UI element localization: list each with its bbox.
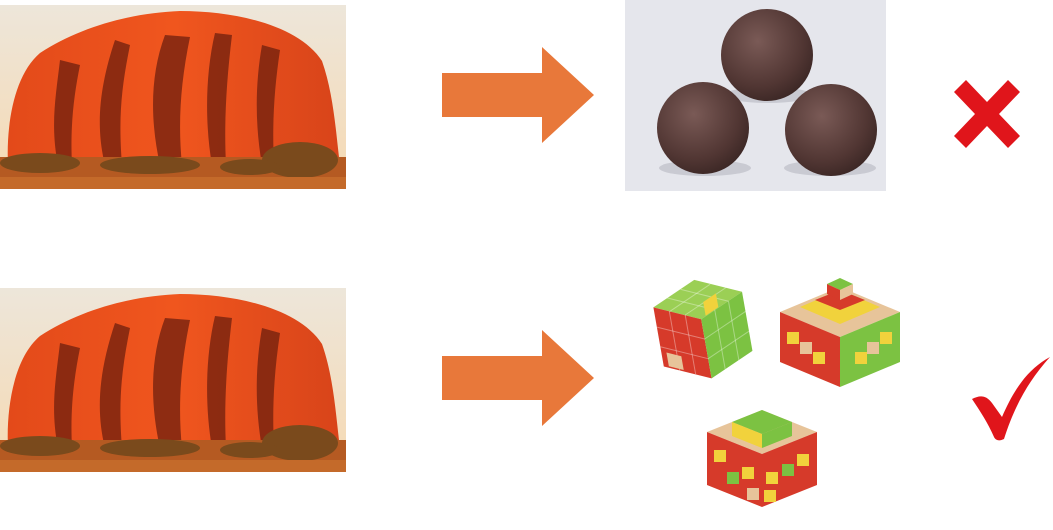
arrow-right-icon	[442, 330, 594, 426]
verdict-correct	[970, 355, 1052, 443]
row-2	[0, 250, 1053, 530]
check-icon	[972, 357, 1050, 441]
rock-icon	[0, 288, 346, 472]
rock-image	[0, 288, 346, 472]
rock-image	[0, 5, 346, 189]
cubes-image	[640, 262, 910, 512]
arrow	[442, 47, 594, 143]
verdict-incorrect	[950, 78, 1024, 150]
rock-icon	[0, 5, 346, 189]
row-1	[0, 0, 1053, 250]
arrow	[442, 330, 594, 426]
spheres-image	[625, 0, 886, 191]
cross-icon	[954, 80, 1020, 148]
arrow-right-icon	[442, 47, 594, 143]
spheres-icon	[625, 0, 886, 191]
cubes-icon	[653, 278, 900, 507]
